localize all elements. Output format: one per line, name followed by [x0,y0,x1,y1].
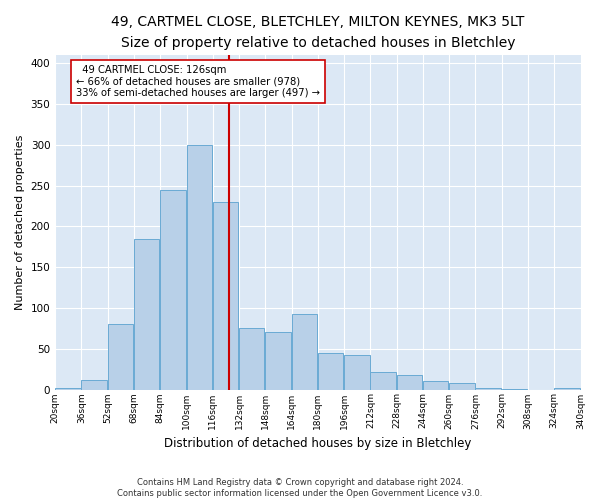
Bar [213,202,238,390]
Bar [265,332,291,390]
Bar [292,314,317,390]
Text: 49 CARTMEL CLOSE: 126sqm
← 66% of detached houses are smaller (978)
33% of semi-: 49 CARTMEL CLOSE: 126sqm ← 66% of detach… [76,65,320,98]
Bar [370,372,396,390]
Bar [397,375,422,390]
Bar [239,328,265,390]
Bar [187,144,212,390]
Bar [82,380,107,390]
X-axis label: Distribution of detached houses by size in Bletchley: Distribution of detached houses by size … [164,437,472,450]
Bar [449,383,475,390]
Bar [55,388,80,390]
Text: Contains HM Land Registry data © Crown copyright and database right 2024.
Contai: Contains HM Land Registry data © Crown c… [118,478,482,498]
Bar [160,190,185,390]
Bar [502,388,527,390]
Y-axis label: Number of detached properties: Number of detached properties [15,134,25,310]
Bar [134,238,160,390]
Bar [344,355,370,390]
Bar [475,388,501,390]
Bar [554,388,580,390]
Title: 49, CARTMEL CLOSE, BLETCHLEY, MILTON KEYNES, MK3 5LT
Size of property relative t: 49, CARTMEL CLOSE, BLETCHLEY, MILTON KEY… [111,15,524,50]
Bar [423,382,448,390]
Bar [318,353,343,390]
Bar [108,324,133,390]
